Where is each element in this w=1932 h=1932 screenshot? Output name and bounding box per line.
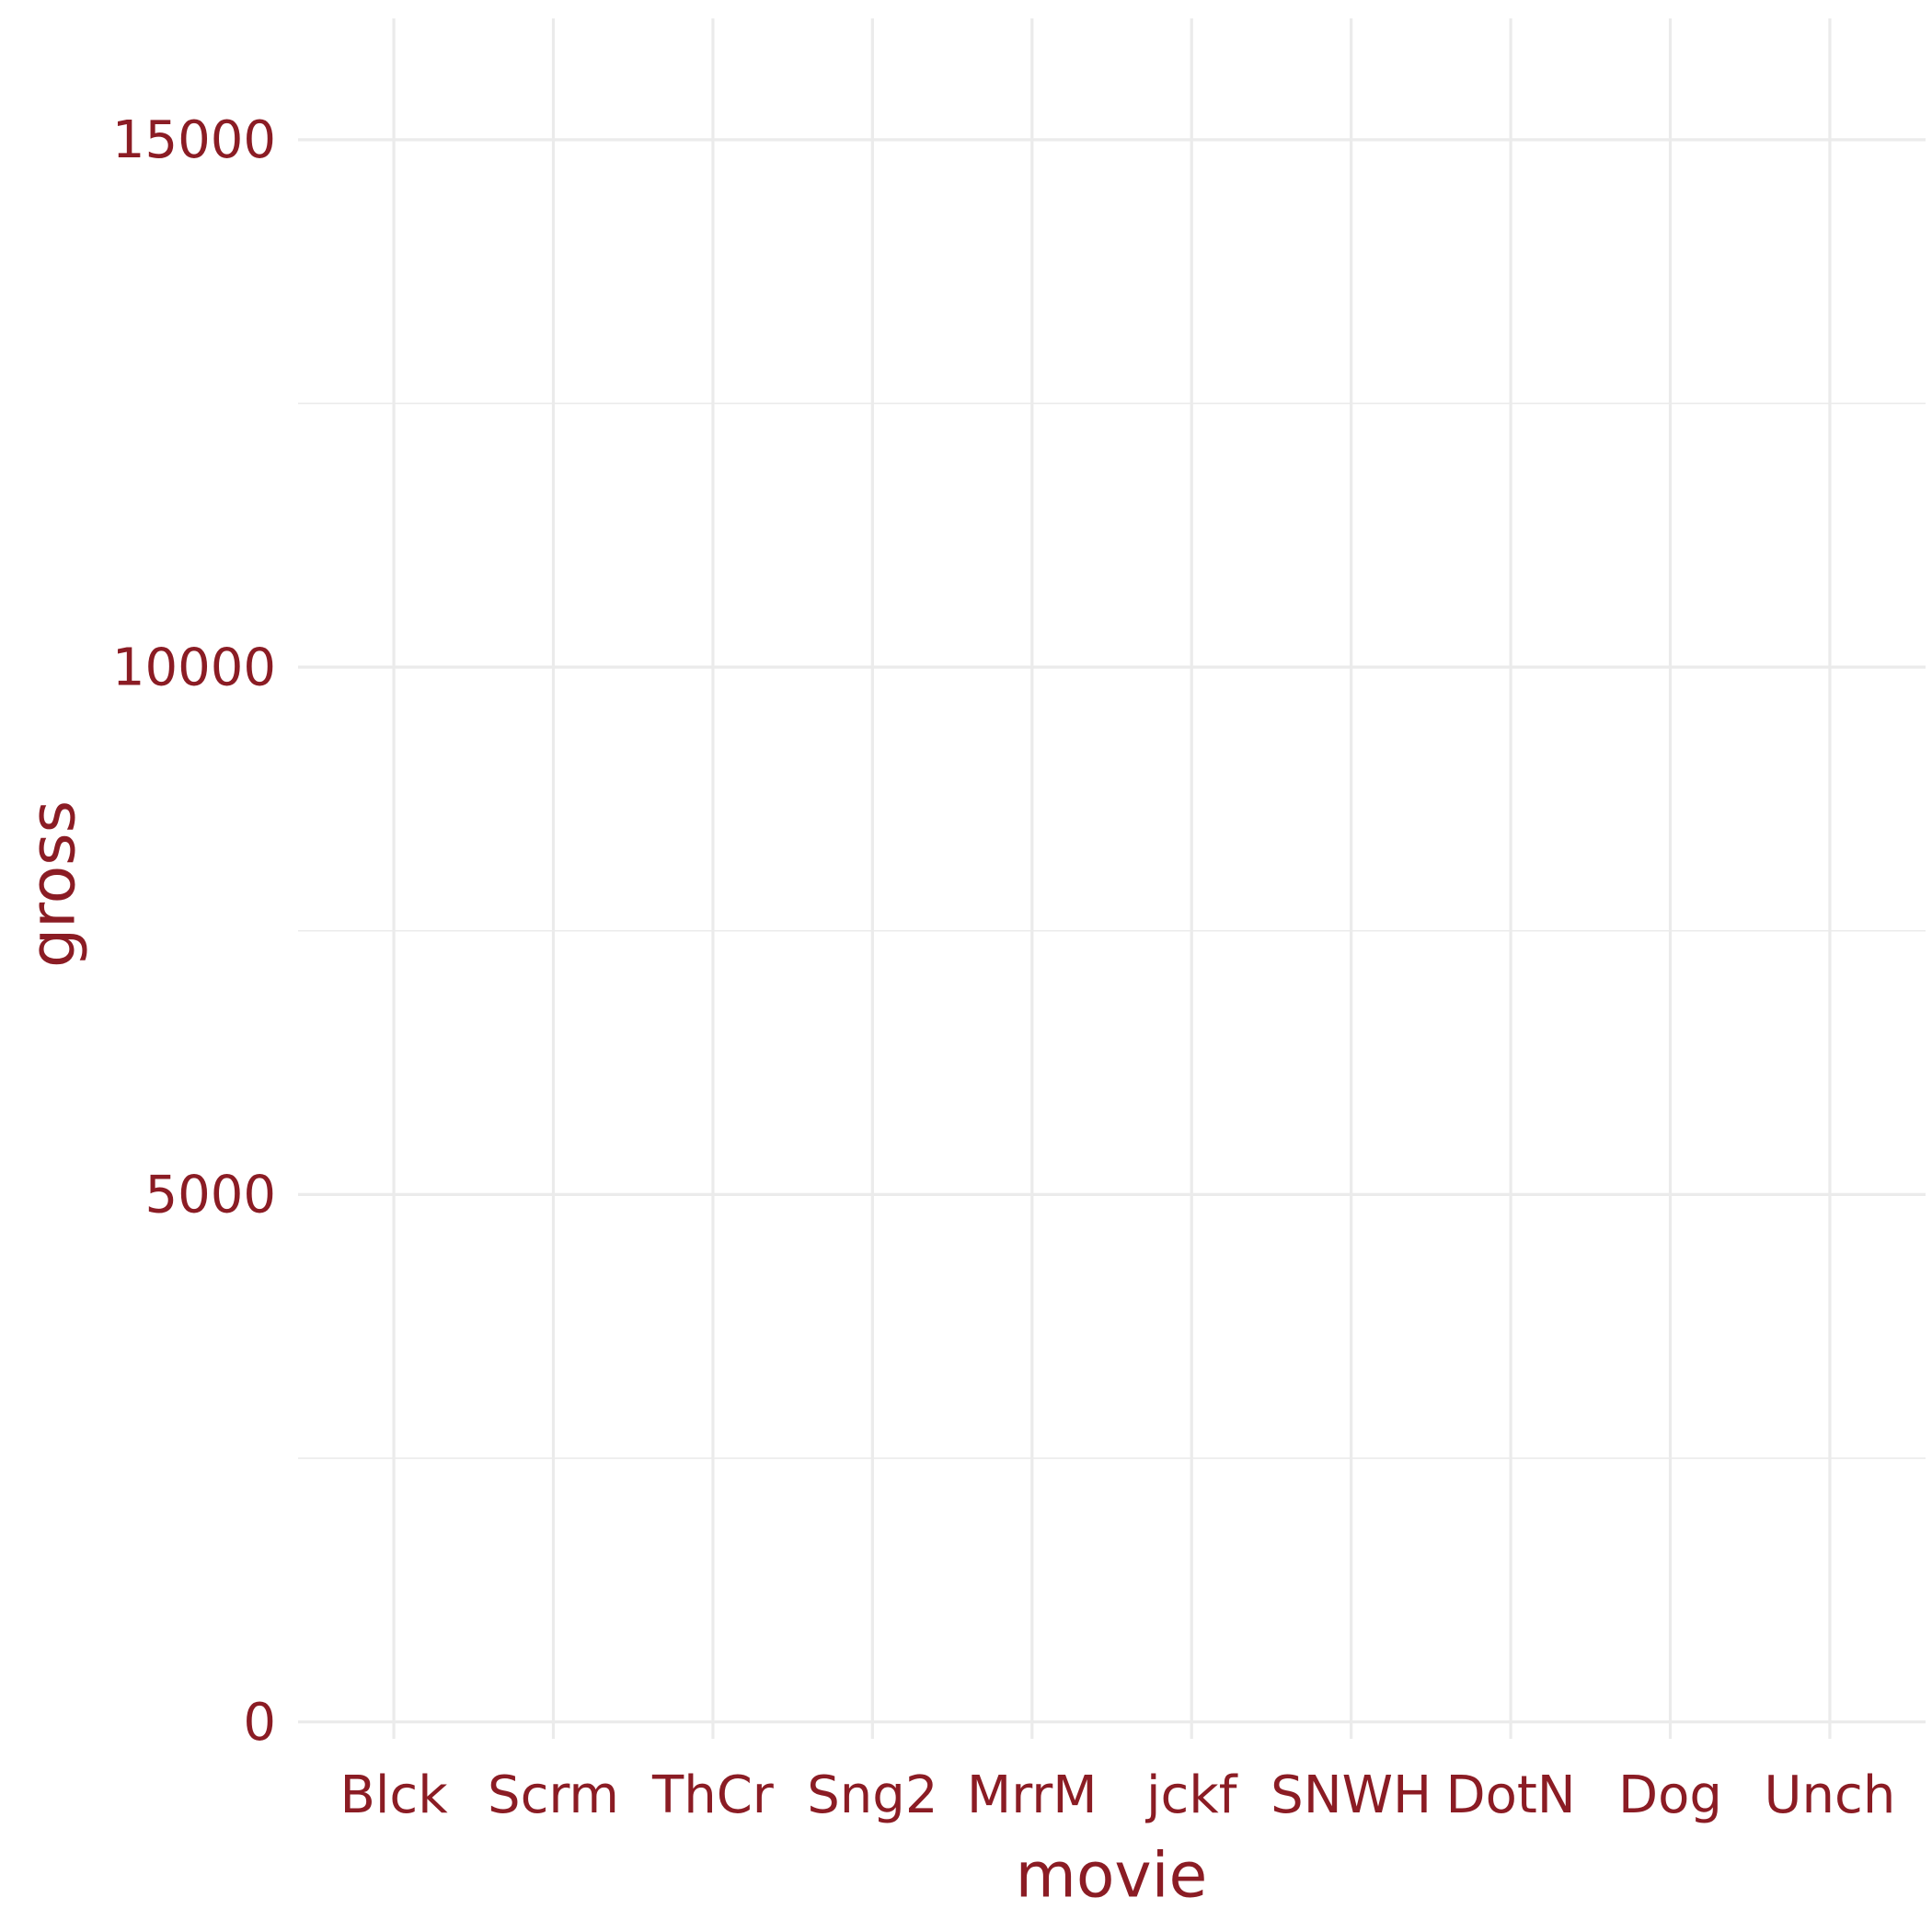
y-tick-label: 0 <box>243 1693 276 1753</box>
x-tick-label: SNWH <box>1271 1765 1432 1825</box>
x-axis-title: movie <box>1016 1840 1208 1913</box>
x-tick-label: Unch <box>1765 1765 1896 1825</box>
y-tick-label: 10000 <box>112 638 276 697</box>
grid <box>298 18 1926 1739</box>
x-tick-label: Dog <box>1618 1765 1722 1825</box>
x-tick-label: Scrm <box>488 1765 619 1825</box>
x-tick-label: Blck <box>339 1765 448 1825</box>
y-tick-label: 5000 <box>144 1166 276 1225</box>
y-axis-title: gross <box>17 800 90 968</box>
x-tick-label: ThCr <box>651 1765 775 1825</box>
x-tick-label: Sng2 <box>807 1765 937 1825</box>
x-tick-label: MrrM <box>967 1765 1098 1825</box>
x-tick-label: jckf <box>1144 1765 1238 1825</box>
x-tick-label: DotN <box>1445 1765 1575 1825</box>
y-tick-label: 15000 <box>112 110 276 170</box>
